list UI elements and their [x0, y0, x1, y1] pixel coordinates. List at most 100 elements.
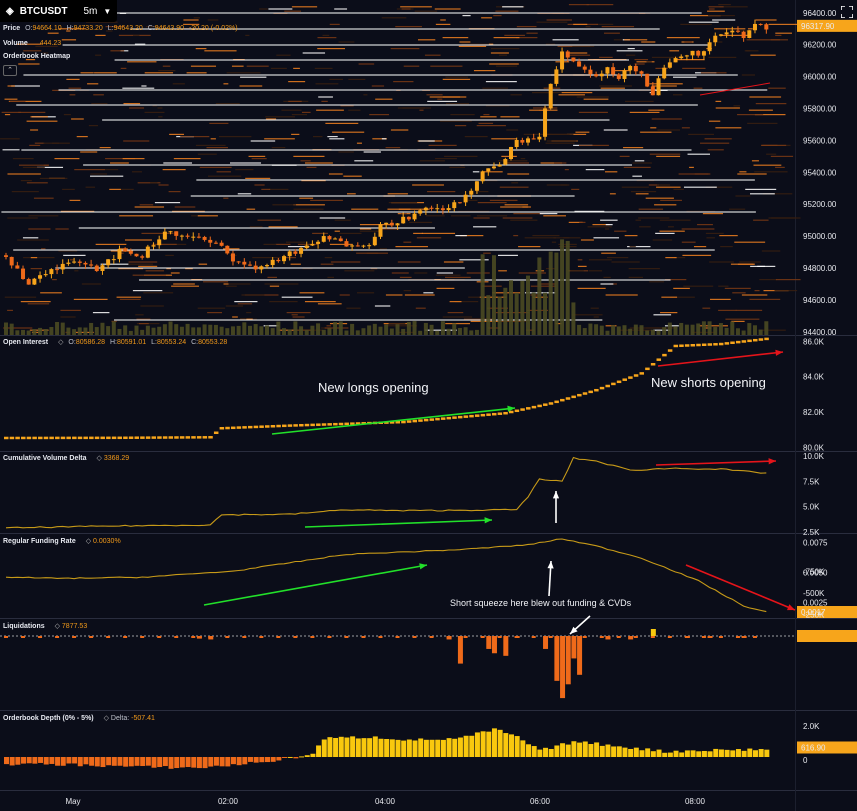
volume-bar [554, 252, 559, 335]
oi-bar [412, 419, 418, 423]
heatmap-cell [654, 204, 677, 206]
oi-bar [599, 386, 605, 390]
funding-last-value: 0.0017 [801, 608, 826, 617]
volume-value: 444.23 [39, 40, 62, 47]
heatmap-cell [144, 111, 165, 113]
volume-bar [435, 330, 440, 335]
liq-bar [361, 636, 366, 638]
annotation-new-longs: New longs opening [318, 380, 429, 395]
heatmap-cell [299, 197, 314, 199]
heatmap-cell [52, 142, 70, 144]
candle-body [151, 245, 156, 247]
heatmap-cell [246, 318, 253, 320]
candle-body [588, 69, 593, 75]
heatmap-cell [624, 39, 648, 41]
candle-body [134, 253, 139, 257]
volume-bar [616, 326, 621, 335]
heatmap-cell [593, 316, 599, 318]
heatmap-cell [454, 125, 467, 127]
heatmap-cell [136, 318, 151, 320]
depth-bar [469, 735, 475, 757]
heatmap-cell [693, 246, 707, 248]
heatmap-cell [715, 127, 742, 129]
heatmap-cell [666, 37, 700, 39]
funding-value: 0.0030% [93, 538, 121, 545]
heatmap-cell [281, 296, 313, 298]
liq-bar [21, 636, 26, 638]
liq-bar [225, 636, 230, 638]
timeframe-selector[interactable]: 5m [83, 5, 98, 17]
volume-bar [162, 324, 167, 335]
heatmap-cell [604, 228, 610, 230]
price-axis-tick: 96200.00 [803, 41, 837, 50]
heatmap-cell [110, 162, 129, 164]
heatmap-cell [312, 136, 323, 138]
oi-bar [577, 393, 582, 397]
heatmap-cell [611, 261, 640, 263]
heatmap-cell [526, 32, 538, 34]
heatmap-cell [118, 248, 128, 250]
heatmap-cell [263, 243, 277, 245]
liq-bar [242, 636, 247, 638]
heatmap-cell [123, 103, 141, 105]
heatmap-cell [425, 215, 445, 217]
depth-bar [514, 736, 520, 757]
candle-body [718, 34, 723, 36]
heatmap-cell [478, 122, 494, 124]
heatmap-cell [547, 133, 574, 135]
heatmap-cell [203, 281, 229, 283]
heatmap-cell [223, 248, 240, 250]
heatmap-cell [572, 45, 595, 47]
candle-body [230, 253, 235, 262]
depth-bar [440, 739, 446, 757]
oi-bar [4, 436, 9, 440]
heatmap-cell [409, 221, 433, 223]
price-axis-tick: 95400.00 [803, 168, 837, 177]
heatmap-cell [499, 186, 529, 188]
depth-bar [259, 757, 265, 763]
volume-bar [32, 329, 37, 335]
heatmap-cell [151, 243, 177, 245]
heatmap-cell [304, 301, 336, 303]
heatmap-cell [476, 191, 489, 193]
heatmap-cell [600, 283, 614, 285]
depth-bar [526, 744, 532, 757]
heatmap-cell [137, 182, 161, 184]
heatmap-cell [275, 243, 291, 245]
heatmap-cell [402, 107, 426, 109]
oi-bar [508, 410, 514, 414]
heatmap-cell [206, 147, 228, 149]
heatmap-cell [348, 109, 361, 111]
annotation-new-shorts: New shorts opening [651, 375, 766, 390]
candle-body [384, 222, 389, 225]
depth-bar [111, 757, 117, 766]
fullscreen-icon[interactable] [840, 4, 854, 19]
heatmap-cell [661, 296, 678, 298]
oi-bar [338, 422, 344, 426]
depth-bar [230, 757, 236, 765]
caret-down-icon[interactable]: ▼ [103, 6, 112, 16]
heatmap-cell [17, 239, 49, 241]
heatmap-cell [497, 254, 518, 256]
heatmap-cell [603, 276, 611, 278]
volume-bar [412, 321, 417, 335]
heatmap-cell [328, 173, 343, 175]
symbol-selector[interactable]: ◈ BTCUSDT 5m ▼ [0, 0, 118, 22]
liq-bar [196, 636, 202, 639]
heatmap-cell [43, 164, 49, 166]
heatmap-cell [327, 276, 334, 278]
heatmap-cell [689, 15, 721, 17]
annotation-short-squeeze: Short squeeze here blew out funding & CV… [450, 598, 632, 608]
candle-body [208, 239, 213, 243]
liq-bar [577, 636, 583, 675]
chevron-up-icon[interactable]: ⌃ [3, 65, 17, 76]
heatmap-cell [766, 153, 777, 155]
depth-bar [474, 732, 480, 757]
heatmap-cell [372, 138, 387, 140]
liq-value: 7877.53 [61, 623, 88, 630]
depth-bar [350, 736, 356, 757]
heatmap-cell [403, 290, 412, 292]
heatmap-cell [332, 131, 365, 133]
depth-bar [174, 757, 180, 769]
